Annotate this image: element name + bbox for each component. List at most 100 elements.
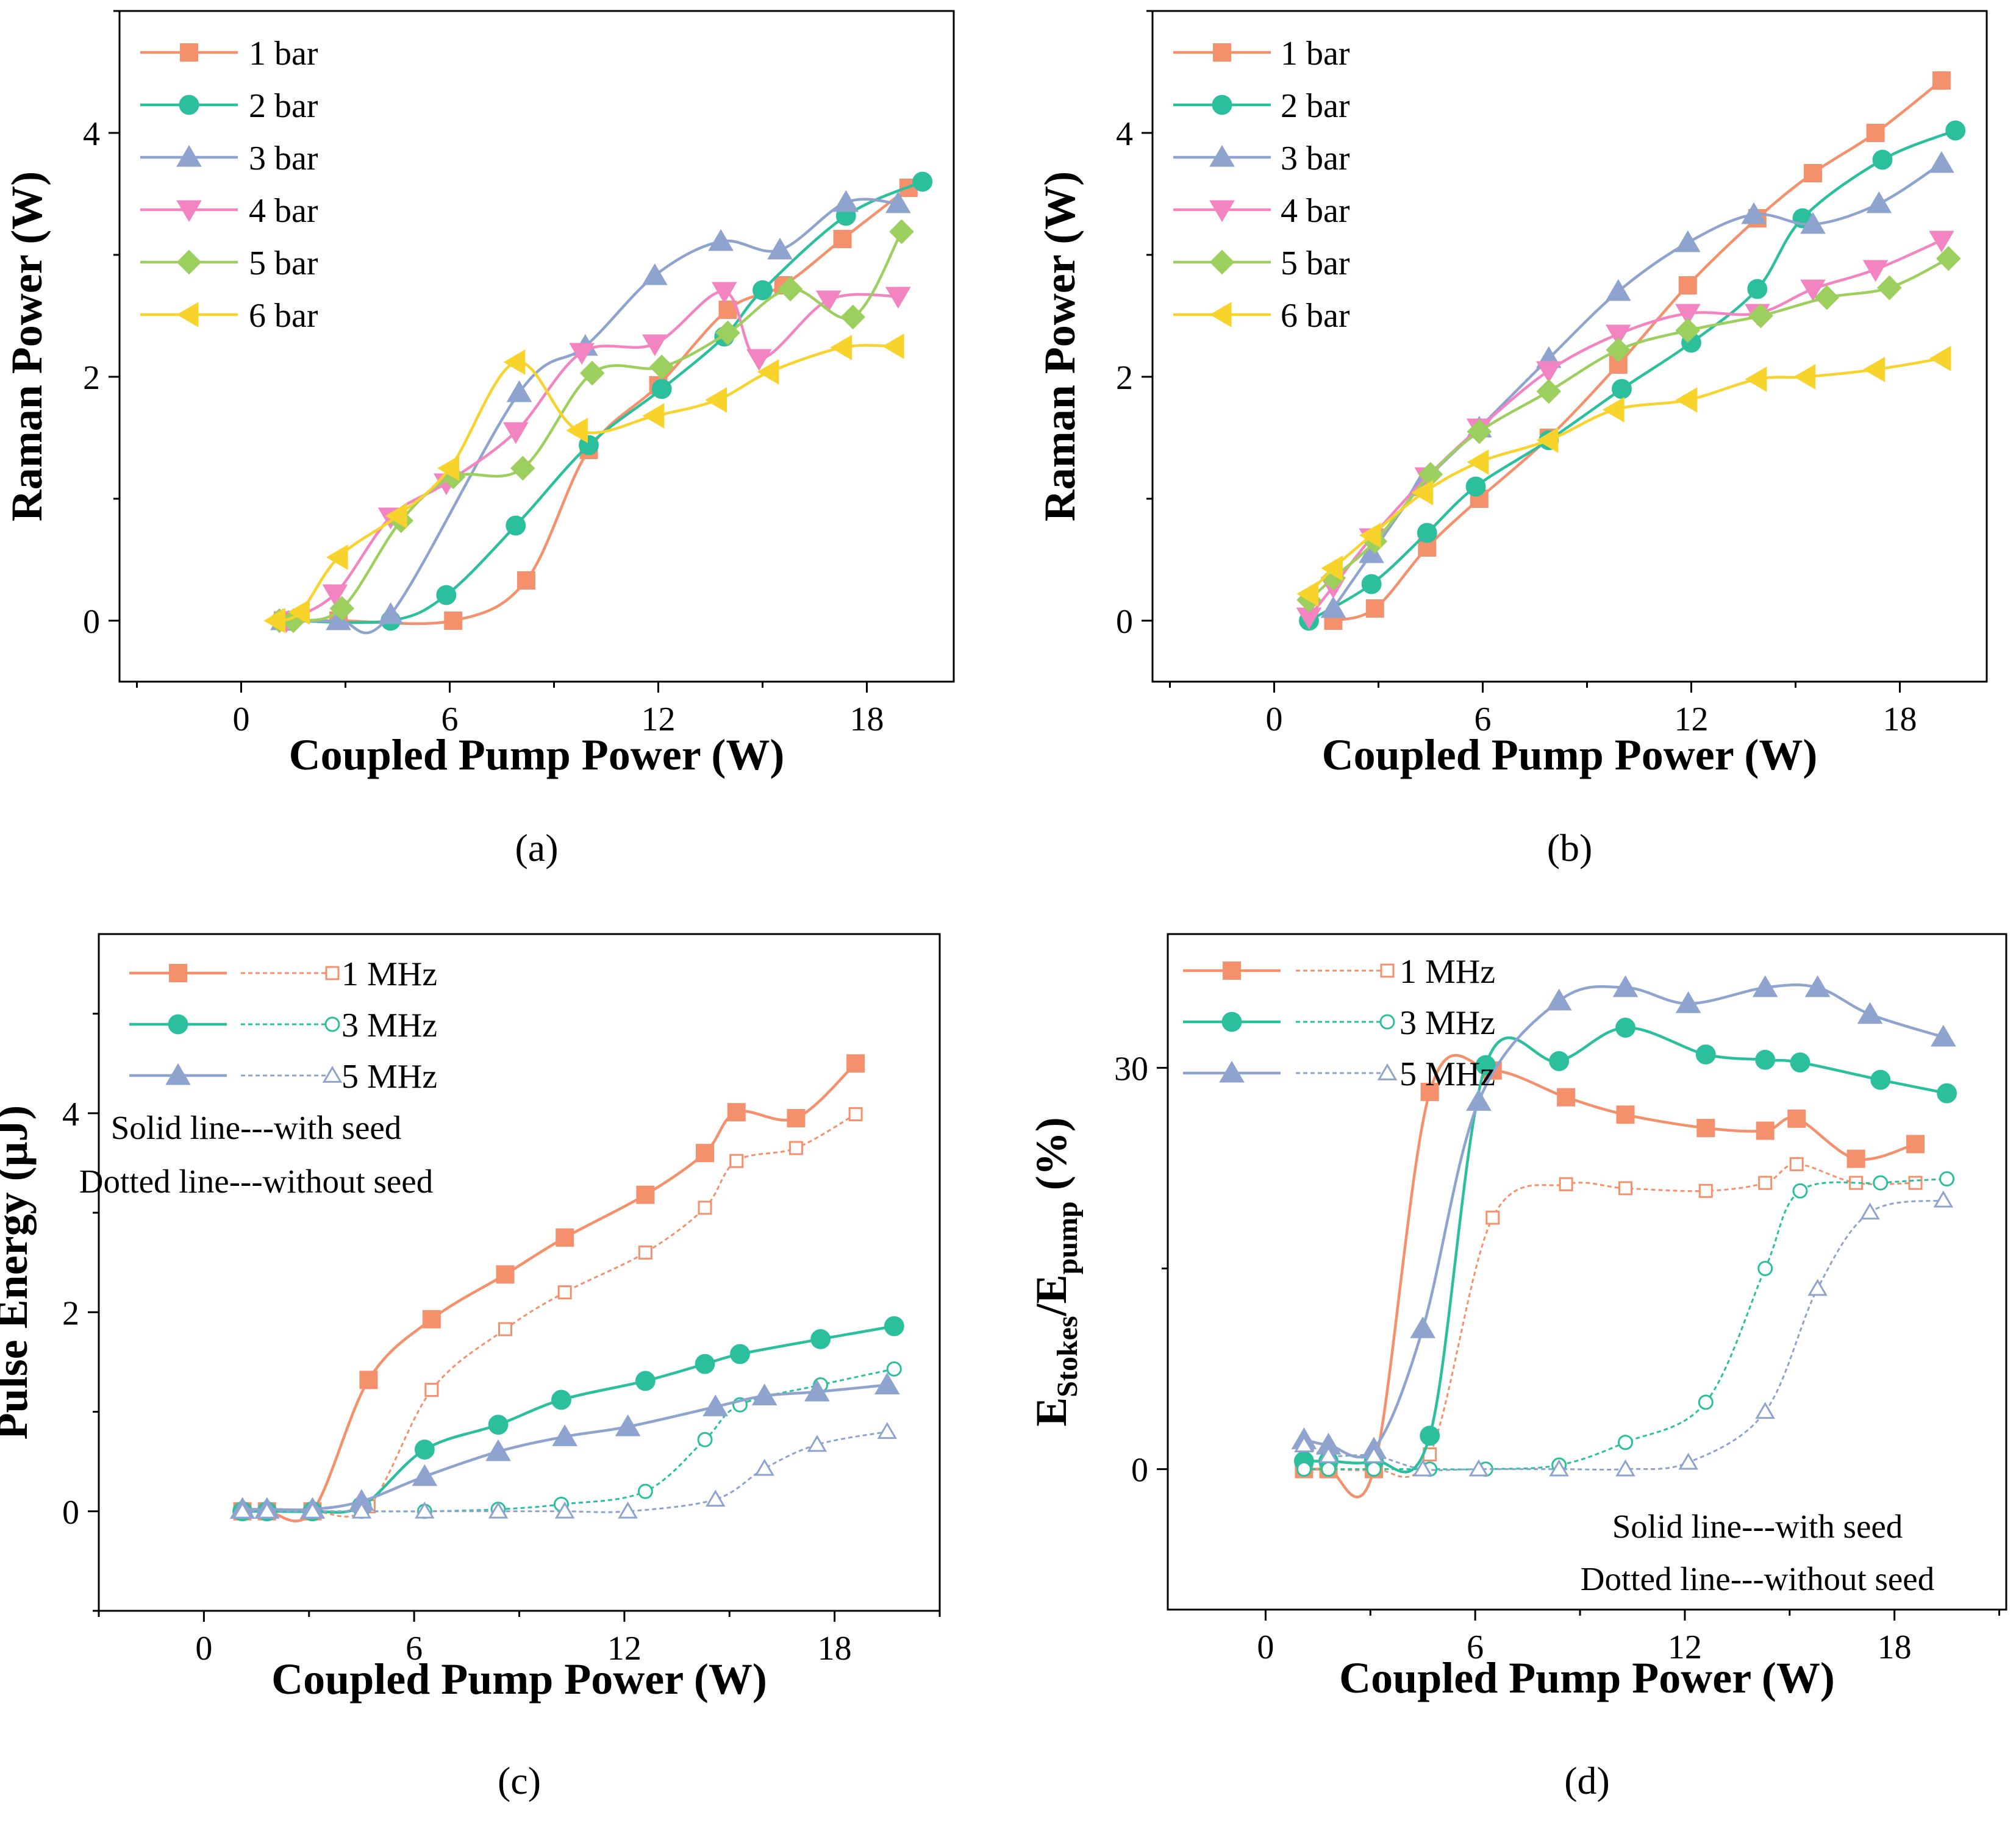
y-axis-label: Raman Power (W) [1035,171,1084,522]
data-point [815,290,842,313]
data-point [1758,1175,1773,1190]
data-point [751,1383,777,1405]
data-point [698,1200,712,1215]
data-point [711,282,737,304]
data-point [444,612,463,630]
data-point [414,1439,435,1460]
data-point [696,1144,715,1163]
series-line [1304,1026,1948,1474]
data-point [874,1372,900,1395]
plot-frame [98,933,941,1612]
data-point [557,1285,572,1300]
series-1-MHz-solid [1295,1054,1925,1499]
data-point [424,1383,439,1397]
data-point [1748,303,1773,329]
legend-marker-open [322,1066,343,1083]
data-point [1536,379,1562,404]
data-point [1675,230,1701,252]
panel-label: (a) [515,826,558,869]
data-point [1475,1055,1496,1076]
data-point [787,1108,806,1127]
series-line [282,187,910,626]
data-point [326,608,351,630]
data-point [889,219,914,244]
legend-marker [1212,95,1232,115]
data-point [1696,1119,1715,1138]
data-point [1365,599,1384,618]
data-point [322,584,348,607]
data-point [1933,1190,1954,1208]
legend-label: 6 bar [1281,297,1350,335]
data-point [566,418,588,443]
chart-panel-1: 0 6 12 18 0 2 4 Coupled Pump Power (W) Raman Pow… [1035,10,1988,869]
data-point [1602,397,1625,423]
data-point [642,334,668,357]
data-point [1814,285,1840,310]
y-tick-label: 2 [1116,359,1133,397]
data-point [1804,164,1822,182]
legend-marker [180,43,198,62]
data-point [517,571,535,590]
y-tick-label: 0 [83,603,100,641]
data-point [1546,988,1572,1011]
data-point [506,515,526,536]
data-point [1929,230,1954,253]
data-point [636,1185,655,1204]
data-point [326,544,348,570]
legend-marker [179,95,199,115]
series-3-bar-solid [270,190,911,635]
data-point [1757,1261,1773,1277]
data-point [1321,1461,1337,1477]
data-point [1466,1089,1492,1111]
data-point [498,1322,513,1336]
data-point [642,403,665,429]
data-point [1320,596,1346,618]
data-point [807,1435,827,1452]
x-tick-label: 0 [1266,701,1283,738]
legend-label: 2 bar [1281,87,1350,125]
data-point [437,455,460,481]
data-point [1549,1051,1570,1071]
data-point [1296,581,1319,607]
data-point [1804,975,1831,997]
data-point [697,1432,713,1447]
data-point [1618,1181,1633,1196]
data-point [882,334,904,359]
data-point [708,229,734,251]
x-tick-label: 12 [607,1630,642,1668]
y-axis-label-part: /E [1027,1274,1076,1316]
legend-label: 3 bar [249,140,318,177]
data-point [1605,279,1631,301]
x-tick-label: 18 [1878,1629,1912,1666]
legend-label: 5 bar [249,244,318,282]
legend-marker [1209,249,1235,275]
data-point [1318,1446,1339,1463]
x-tick-label: 18 [1883,701,1917,738]
legend-marker [176,200,202,223]
x-tick-label: 18 [818,1630,852,1668]
data-point [1929,151,1954,173]
series-line [1304,1178,1947,1471]
y-tick-label: 2 [62,1294,79,1332]
legend-marker [1209,144,1235,167]
data-point [1359,541,1384,563]
legend-marker-open [325,966,340,980]
data-point [777,276,803,302]
data-point [1755,1049,1776,1070]
x-tick-label: 0 [233,701,250,738]
y-tick-label: 2 [83,359,100,397]
data-point [579,360,605,386]
data-point [846,1054,865,1073]
data-point [912,171,933,192]
x-tick-label: 0 [1257,1629,1274,1666]
data-point [757,359,779,385]
data-point [695,1354,715,1374]
legend-marker [169,964,187,982]
data-point [1787,1109,1806,1128]
legend-label: 6 bar [249,297,318,335]
data-point [1296,1461,1312,1477]
data-point [767,237,793,260]
data-point [1361,574,1382,594]
data-point [1756,1121,1775,1140]
y-tick-label: 0 [1131,1452,1148,1489]
